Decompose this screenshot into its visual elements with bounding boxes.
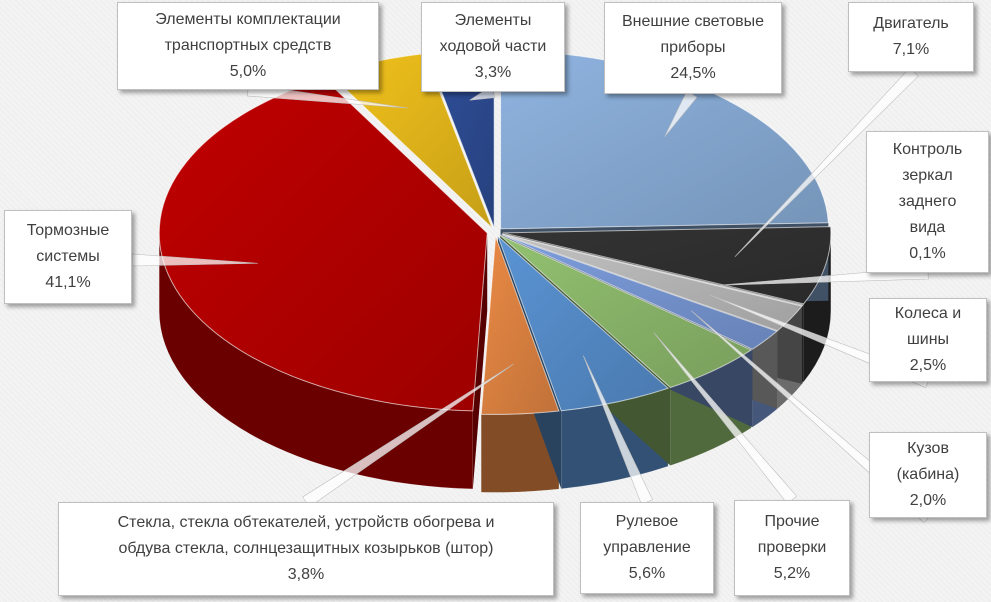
label-vneshnie: Внешние световые приборы 24,5% <box>604 2 782 94</box>
pie-slice-face <box>472 233 488 489</box>
label-text: Элементы <box>454 12 532 29</box>
label-text: Контроль <box>892 141 963 158</box>
label-value: 0,1% <box>909 245 946 262</box>
pie-slice <box>480 236 560 415</box>
label-stekla: Стекла, стекла обтекателей, устройств об… <box>58 502 554 596</box>
callout-pointer <box>734 67 919 258</box>
label-text: Кузов <box>907 440 949 457</box>
label-dvigatel: Двигатель 7,1% <box>848 2 974 72</box>
label-elementy-hodovoy: Элементы ходовой части 3,3% <box>421 2 565 92</box>
label-text: Тормозные <box>26 222 110 239</box>
label-value: 7,1% <box>892 41 930 58</box>
callout-pointer <box>664 90 698 137</box>
label-kontrol-zerkal: Контроль зеркал заднего вида 0,1% <box>866 131 989 273</box>
label-value: 24,5% <box>670 65 716 82</box>
label-text: шины <box>906 331 950 348</box>
pie-slice <box>158 78 488 412</box>
label-value: 3,3% <box>474 64 512 81</box>
label-value: 5,2% <box>773 565 811 582</box>
label-value: 2,0% <box>909 492 947 509</box>
label-text: Колеса и <box>894 305 962 322</box>
label-text: системы <box>36 248 100 265</box>
label-text: заднего <box>898 193 957 210</box>
label-value: 5,6% <box>628 565 666 582</box>
label-text: Элементы комплектации <box>155 11 341 28</box>
label-kolesa: Колеса и шины 2,5% <box>869 298 987 382</box>
label-text: ходовой части <box>439 38 547 55</box>
callout-pointer <box>131 253 258 267</box>
label-text: Рулевое <box>615 513 679 530</box>
label-text: транспортных средств <box>164 37 332 54</box>
label-text: приборы <box>660 39 726 56</box>
pie-slice <box>499 234 753 389</box>
label-text: обдува стекла, солнцезащитных козырьков … <box>118 540 494 557</box>
label-elementy-komplektacii: Элементы комплектации транспортных средс… <box>117 2 379 90</box>
label-text: проверки <box>757 539 827 556</box>
pie-slice <box>497 235 670 412</box>
label-tormoznye: Тормозные системы 41,1% <box>4 210 132 304</box>
label-rulevoe: Рулевое управление 5,6% <box>580 502 714 594</box>
pie-slice <box>501 234 778 350</box>
label-text: зеркал <box>902 167 953 184</box>
pie-slice <box>501 233 803 332</box>
label-text: Прочие <box>764 513 820 530</box>
label-text: Стекла, стекла обтекателей, устройств об… <box>117 514 495 531</box>
callout-pointer <box>246 83 409 109</box>
label-kuzov: Кузов (кабина) 2,0% <box>869 432 987 518</box>
label-text: (кабина) <box>896 466 960 483</box>
label-text: Внешние световые <box>622 13 764 30</box>
label-text: Двигатель <box>873 15 949 32</box>
label-text: вида <box>909 219 946 236</box>
label-prochie: Прочие проверки 5,2% <box>734 500 850 596</box>
label-value: 5,0% <box>229 63 267 80</box>
label-value: 3,8% <box>287 566 325 583</box>
label-text: управление <box>603 539 691 556</box>
label-value: 2,5% <box>909 357 947 374</box>
label-value: 41,1% <box>45 274 91 291</box>
